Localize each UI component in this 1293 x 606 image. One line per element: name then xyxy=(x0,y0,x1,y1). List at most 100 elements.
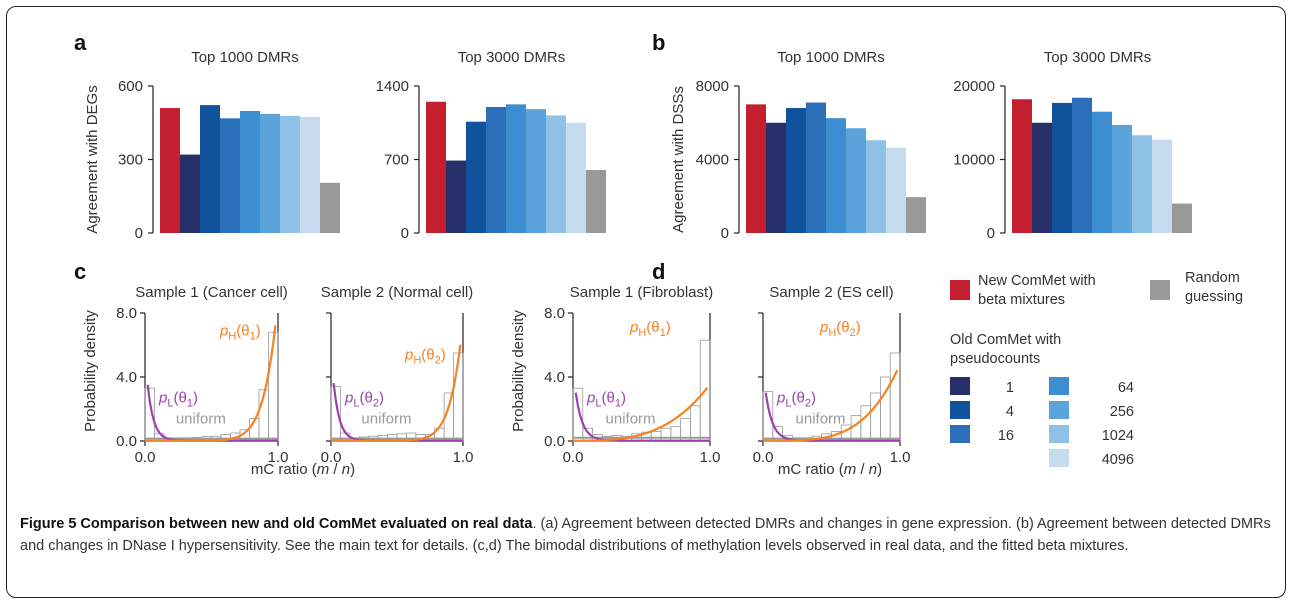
chart-title: Sample 2 (Normal cell) xyxy=(321,284,474,301)
y-tick-label: 0.0 xyxy=(544,433,565,450)
legend-label-pc-256: 256 xyxy=(1110,404,1134,420)
bar-5 xyxy=(240,110,260,233)
bar-8 xyxy=(1152,139,1172,233)
legend-swatch-pc-4096 xyxy=(1049,449,1069,467)
high-component-label: pH(θ2) xyxy=(404,346,446,366)
bar-8 xyxy=(566,122,586,233)
legend-label-pc-1: 1 xyxy=(1006,380,1014,396)
panel-label-a: a xyxy=(74,30,87,55)
chart-title: Top 3000 DMRs xyxy=(1044,49,1152,66)
x-tick-label: 1.0 xyxy=(453,449,474,466)
high-component-label: pH(θ2) xyxy=(819,319,861,339)
legend: New ComMet with beta mixtures Random gue… xyxy=(950,270,1243,468)
bar-8 xyxy=(886,147,906,233)
bar-1 xyxy=(426,101,446,233)
bar-5 xyxy=(826,118,846,233)
hist-bin xyxy=(650,430,662,442)
hist-bin xyxy=(690,405,701,442)
y-tick-label: 0 xyxy=(987,225,995,242)
bar-5 xyxy=(1092,111,1112,233)
bar-2 xyxy=(180,154,200,233)
bar-6 xyxy=(260,113,280,233)
bar-2 xyxy=(1032,122,1052,233)
charts-layer: Top 1000 DMRs Agreement with DEGs 0 300 600 T… xyxy=(82,49,1192,466)
y-tick-label: 4.0 xyxy=(544,369,565,386)
hist-bin xyxy=(860,405,872,442)
bar-9 xyxy=(1172,203,1192,233)
legend-swatch-pc-64 xyxy=(1049,377,1069,395)
hist-bin xyxy=(572,387,584,442)
x-tick-label: 1.0 xyxy=(700,449,721,466)
bar-1 xyxy=(160,108,180,233)
bar-7 xyxy=(280,115,300,233)
bar-4 xyxy=(1072,97,1092,233)
y-axis-label: Probability density xyxy=(82,310,99,432)
y-tick-label: 10000 xyxy=(953,152,995,169)
y-tick-label: 600 xyxy=(118,78,143,95)
high-density-curve xyxy=(331,344,462,442)
y-tick-label: 8.0 xyxy=(116,305,137,322)
chart-title: Sample 1 (Cancer cell) xyxy=(135,284,288,301)
y-tick-label: 1400 xyxy=(376,78,409,95)
chart-title: Top 1000 DMRs xyxy=(777,49,885,66)
low-component-label: pL(θ1) xyxy=(586,390,626,410)
x-axis-label-c: mC ratio (m / n) xyxy=(251,461,355,478)
bar-2 xyxy=(766,122,786,233)
legend-swatch-pc-4 xyxy=(950,401,970,419)
figure-frame xyxy=(6,6,1286,598)
legend-label-pc-4: 4 xyxy=(1006,404,1014,420)
bar-6 xyxy=(526,109,546,233)
legend-label-pc-16: 16 xyxy=(998,428,1014,444)
legend-swatch-new xyxy=(950,280,970,300)
bar-9 xyxy=(586,170,606,233)
legend-label-pc-4096: 4096 xyxy=(1102,452,1134,468)
bar-7 xyxy=(1132,135,1152,233)
bar-2 xyxy=(446,160,466,233)
legend-swatch-pc-256 xyxy=(1049,401,1069,419)
legend-swatch-random xyxy=(1150,280,1170,300)
bar-4 xyxy=(220,118,240,233)
high-density-curve xyxy=(145,325,277,442)
bar-3 xyxy=(786,108,806,233)
chart-title: Top 1000 DMRs xyxy=(191,49,299,66)
uniform-label: uniform xyxy=(606,410,656,427)
legend-random-label-2: guessing xyxy=(1185,289,1243,305)
chart-title: Sample 2 (ES cell) xyxy=(769,284,893,301)
bar-4 xyxy=(806,102,826,233)
low-component-label: pL(θ1) xyxy=(158,390,198,410)
x-tick-label: 1.0 xyxy=(268,449,289,466)
y-axis-label: Probability density xyxy=(510,310,527,432)
uniform-label: uniform xyxy=(361,410,411,427)
bar-4 xyxy=(486,107,506,233)
high-component-label: pH(θ1) xyxy=(219,322,261,342)
panel-label-b: b xyxy=(652,30,665,55)
high-component-label: pH(θ1) xyxy=(629,319,671,339)
legend-old-title-1: Old ComMet with xyxy=(950,332,1061,348)
legend-swatch-pc-16 xyxy=(950,425,970,443)
bar-9 xyxy=(320,182,340,233)
y-tick-label: 4.0 xyxy=(116,369,137,386)
legend-swatch-pc-1024 xyxy=(1049,425,1069,443)
panel-label-c: c xyxy=(74,259,86,284)
x-axis-label-d: mC ratio (m / n) xyxy=(778,461,882,478)
panel-label-d: d xyxy=(652,259,665,284)
hist-bin xyxy=(889,352,901,442)
legend-swatch-pc-1 xyxy=(950,377,970,395)
y-tick-label: 20000 xyxy=(953,78,995,95)
high-density-curve xyxy=(573,387,709,442)
x-tick-label: 1.0 xyxy=(890,449,911,466)
caption-title: Figure 5 Comparison between new and old … xyxy=(20,516,533,532)
y-tick-label: 0 xyxy=(721,225,729,242)
uniform-label: uniform xyxy=(176,410,226,427)
legend-label-pc-64: 64 xyxy=(1118,380,1134,396)
caption-body: . (a) Agreement between detected DMRs an… xyxy=(20,516,1271,554)
bar-1 xyxy=(746,104,766,233)
y-axis-label: Agreement with DSSs xyxy=(670,86,687,233)
uniform-label: uniform xyxy=(796,410,846,427)
chart-title: Top 3000 DMRs xyxy=(458,49,566,66)
y-tick-label: 8.0 xyxy=(544,305,565,322)
x-tick-label: 0.0 xyxy=(563,449,584,466)
y-tick-label: 0.0 xyxy=(116,433,137,450)
bar-7 xyxy=(546,115,566,233)
figure-caption: Figure 5 Comparison between new and old … xyxy=(20,513,1275,557)
